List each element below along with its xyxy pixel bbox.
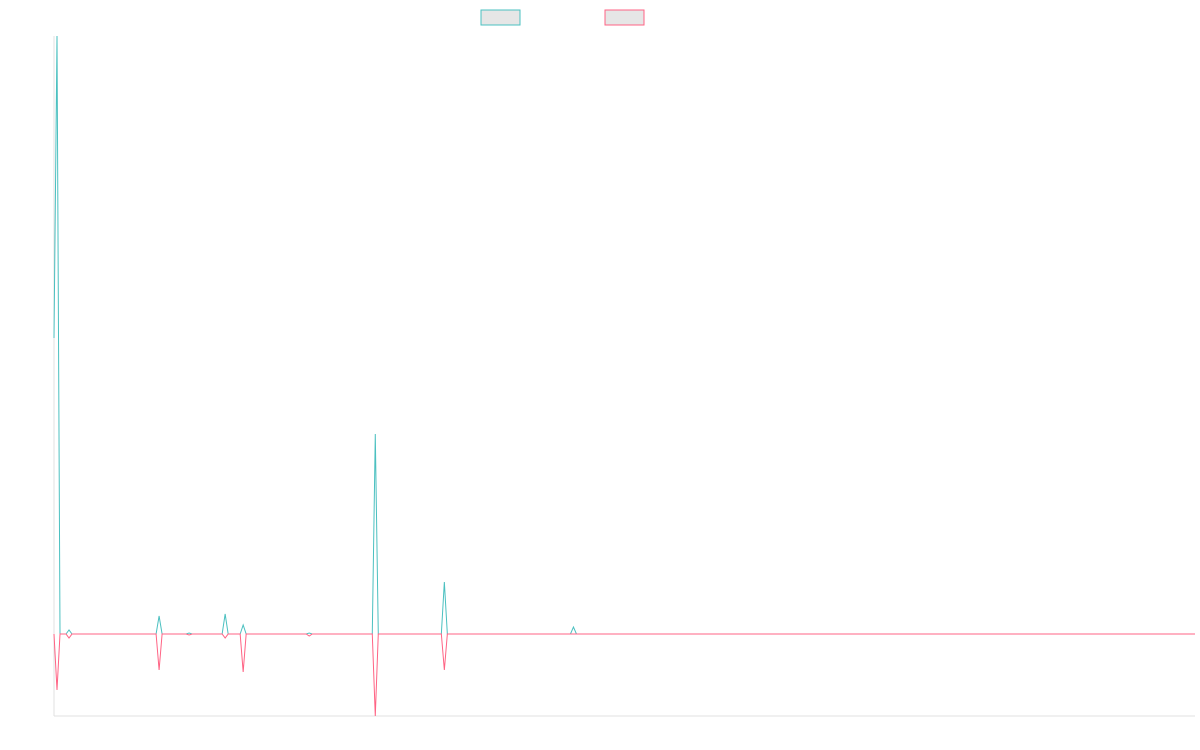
line-series (53, 35, 1195, 635)
legend-swatch (604, 9, 645, 26)
line-series (53, 633, 1195, 717)
legend-swatch (480, 9, 521, 26)
